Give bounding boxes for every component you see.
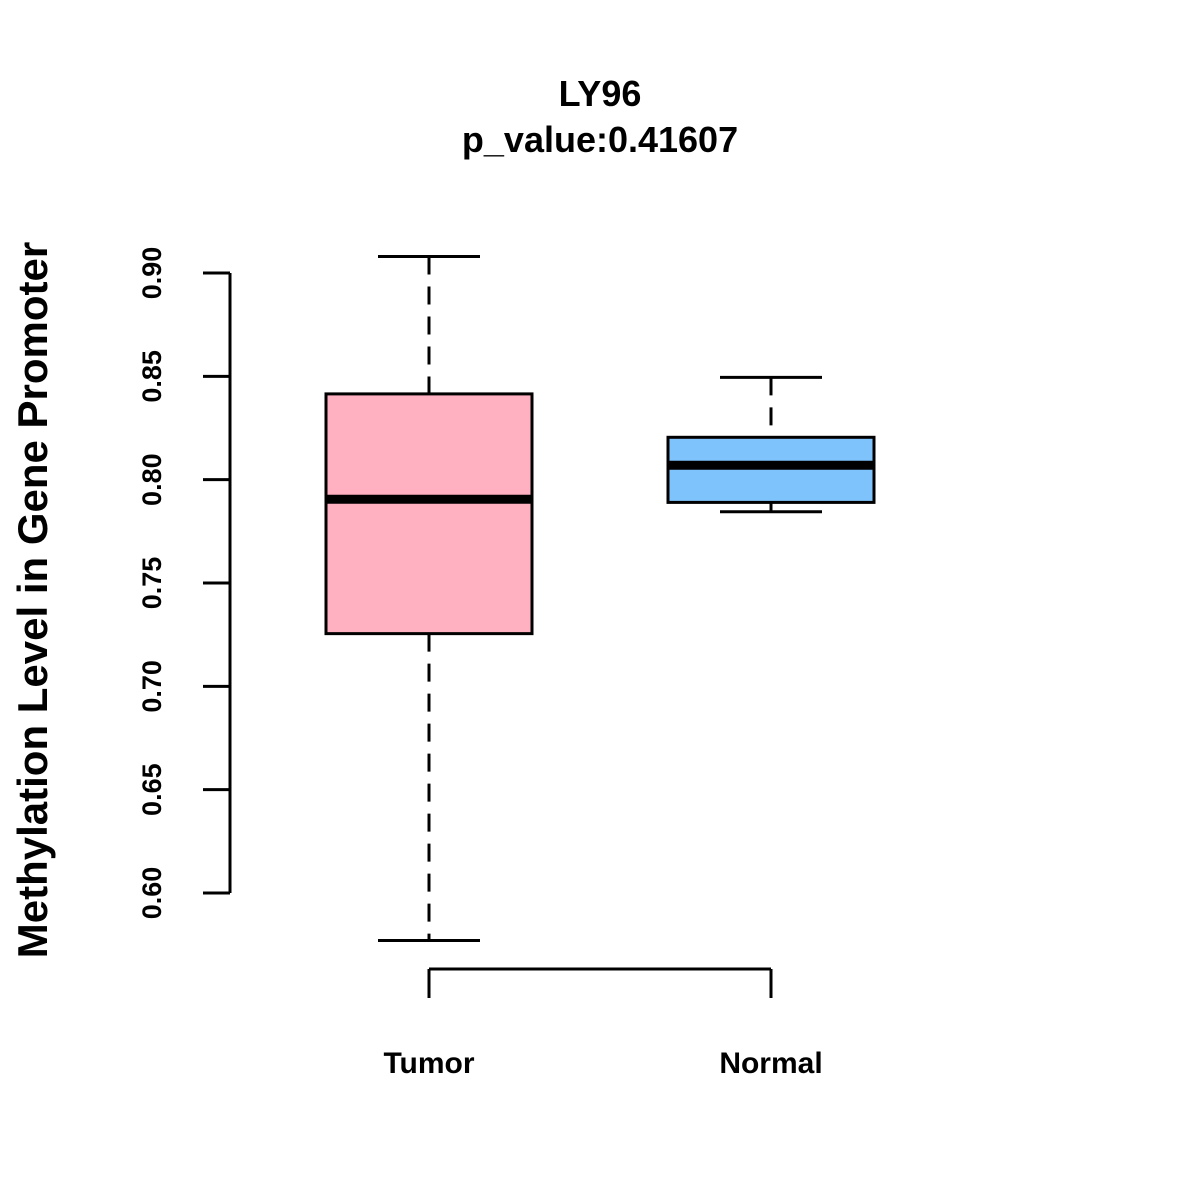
chart-title: LY96 — [559, 73, 642, 114]
iqr-box — [324, 392, 534, 636]
iqr-box — [666, 435, 876, 504]
y-axis-label: Methylation Level in Gene Promoter — [9, 242, 56, 958]
y-tick-label: 0.70 — [137, 660, 167, 713]
y-tick-label: 0.80 — [137, 453, 167, 506]
x-tick-label: Tumor — [383, 1047, 474, 1080]
chart-subtitle: p_value:0.41607 — [462, 119, 738, 160]
y-axis: 0.60 0.65 0.70 0.75 0.80 0.85 0.90 — [137, 247, 232, 920]
y-tick-label: 0.90 — [137, 247, 167, 300]
box-group-tumor — [324, 254, 534, 943]
y-tick-label: 0.85 — [137, 350, 167, 403]
box-series — [324, 254, 876, 943]
box-group-normal — [666, 375, 876, 514]
x-axis: Tumor Normal — [383, 967, 823, 1080]
y-tick-label: 0.60 — [137, 867, 167, 920]
x-tick-label: Normal — [719, 1047, 822, 1080]
y-tick-label: 0.75 — [137, 557, 167, 610]
y-tick-label: 0.65 — [137, 763, 167, 816]
